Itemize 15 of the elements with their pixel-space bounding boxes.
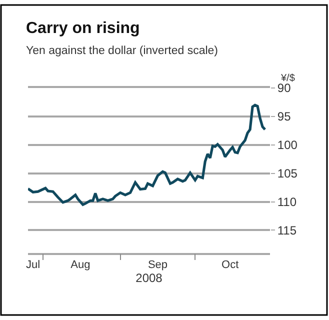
y-axis-title: ¥/$ [280, 73, 296, 84]
x-tick-label: Oct [222, 258, 239, 271]
y-tick-label: 115 [277, 223, 297, 238]
line-series [28, 104, 266, 206]
chart-title: Carry on rising [26, 20, 140, 37]
y-tick-label: 90 [277, 81, 292, 96]
x-tick-label: Sep [148, 258, 168, 271]
x-tick-label: Jul [26, 258, 40, 271]
y-tick-label: 105 [277, 166, 298, 181]
y-tick-label: 110 [277, 194, 297, 209]
chart-subtitle: Yen against the dollar (inverted scale) [26, 45, 218, 57]
x-axis-title: 2008 [136, 270, 163, 285]
x-tick-label: Aug [70, 258, 90, 271]
y-tick-label: 95 [277, 110, 292, 124]
y-tick-label: 100 [277, 138, 298, 152]
